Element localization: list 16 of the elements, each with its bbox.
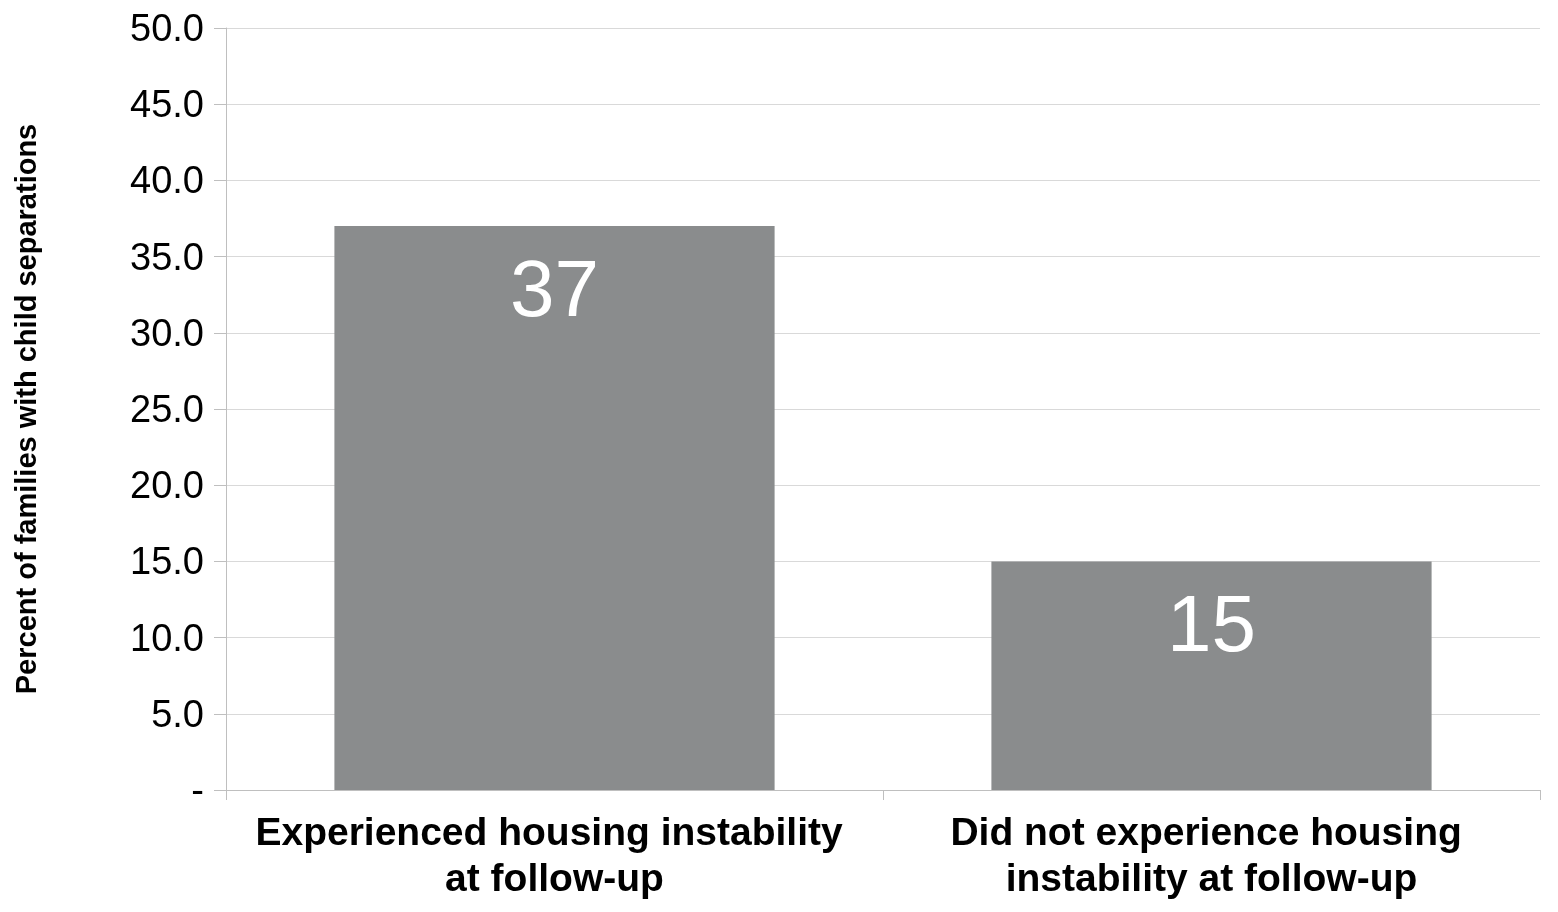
y-tick-label: 30.0 xyxy=(130,311,204,354)
data-label: 15 xyxy=(1167,578,1256,668)
y-axis-title: Percent of families with child separations xyxy=(9,123,42,695)
y-tick-label: 20.0 xyxy=(130,464,204,507)
y-tick-label: 5.0 xyxy=(151,692,204,735)
y-tick-label: 35.0 xyxy=(130,235,204,278)
x-tick-label: Did not experience housing instability at follow-up xyxy=(950,809,1473,899)
y-tick-label: 25.0 xyxy=(130,388,204,430)
y-tick-label: - xyxy=(191,769,204,811)
y-tick-label: 10.0 xyxy=(130,616,204,659)
x-tick-label: Experienced housing instability at follow-up xyxy=(255,809,854,899)
y-tick-label: 40.0 xyxy=(130,159,204,202)
y-tick-label: 15.0 xyxy=(130,540,204,583)
y-tick-label: 45.0 xyxy=(130,83,204,126)
data-label: 37 xyxy=(510,243,599,333)
y-tick-label: 50.0 xyxy=(130,7,204,49)
